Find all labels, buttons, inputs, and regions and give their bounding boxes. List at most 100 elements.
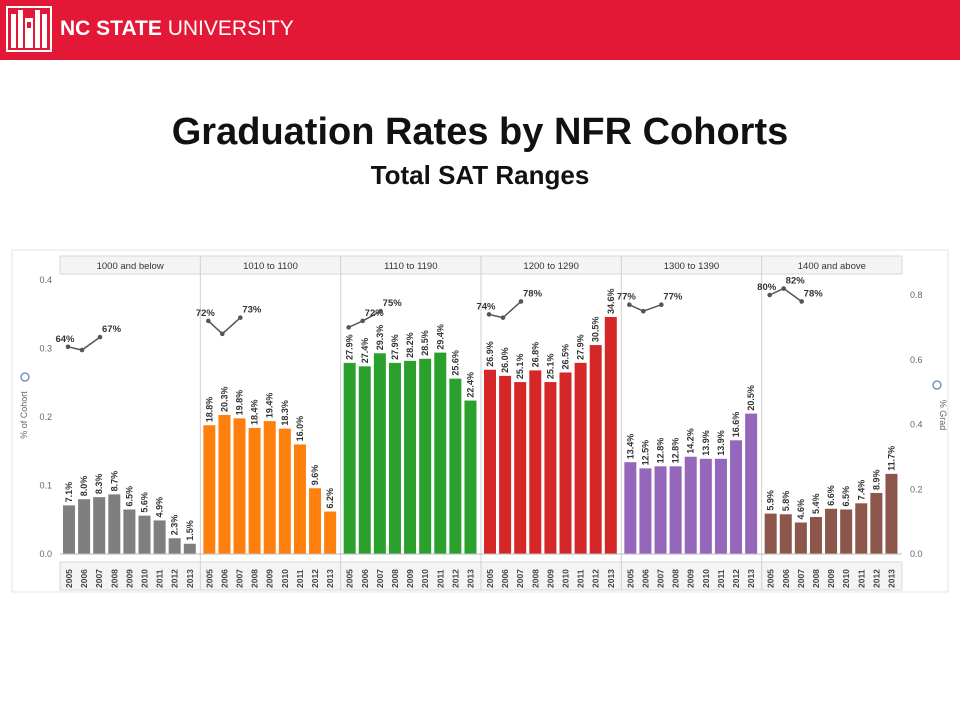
year-tick-label: 2010 <box>280 569 290 588</box>
year-tick-label: 2005 <box>625 569 635 588</box>
bar-value-label: 11.7% <box>886 446 896 471</box>
year-tick-label: 2013 <box>185 569 195 588</box>
bar-value-label: 8.7% <box>109 471 119 492</box>
bar-value-label: 2.3% <box>170 515 180 536</box>
right-axis-title: % Grad <box>938 400 948 431</box>
year-tick-label: 2011 <box>716 569 726 588</box>
year-tick-label: 2010 <box>841 569 851 588</box>
year-tick-label: 2005 <box>204 569 214 588</box>
brand-wordmark: NC STATE UNIVERSITY <box>60 16 294 42</box>
bar-value-label: 34.6% <box>606 288 616 314</box>
bar <box>108 494 121 554</box>
bar <box>699 458 712 554</box>
grad-rate-label: 80% <box>757 282 777 293</box>
right-axis-swap-icon <box>932 380 942 390</box>
bar <box>138 515 151 554</box>
bar <box>168 538 181 554</box>
bar-value-label: 28.5% <box>420 330 430 356</box>
year-tick-label: 2006 <box>500 569 510 588</box>
bar-value-label: 8.9% <box>871 470 881 491</box>
year-tick-label: 2007 <box>94 569 104 588</box>
bar-value-label: 8.3% <box>94 474 104 495</box>
bar-value-label: 13.4% <box>625 434 635 460</box>
grad-rate-label: 82% <box>786 276 806 287</box>
grad-rate-point <box>799 299 804 304</box>
bar <box>604 316 617 554</box>
right-axis-tick-label: 0.4 <box>910 420 923 430</box>
bar-value-label: 12.8% <box>671 438 681 464</box>
year-tick-label: 2011 <box>576 569 586 588</box>
bar <box>764 513 777 554</box>
bar <box>153 520 166 554</box>
grad-rate-point <box>238 315 243 320</box>
year-tick-label: 2006 <box>360 569 370 588</box>
bar-value-label: 12.5% <box>640 440 650 466</box>
left-axis-tick-label: 0.0 <box>39 549 52 559</box>
bar-value-label: 13.9% <box>701 430 711 456</box>
grad-rate-point <box>206 318 211 324</box>
bar-value-label: 9.6% <box>310 465 320 486</box>
grad-rate-label: 72% <box>365 308 385 319</box>
bar <box>278 428 291 554</box>
bar <box>624 462 637 554</box>
bar <box>544 382 557 554</box>
year-tick-label: 2006 <box>781 569 791 588</box>
bar <box>779 514 792 554</box>
bar <box>449 378 462 554</box>
bar <box>730 440 743 554</box>
bar <box>263 421 276 554</box>
grad-rate-point <box>360 318 365 324</box>
bar-value-label: 14.2% <box>686 428 696 454</box>
left-axis-tick-label: 0.4 <box>39 275 52 285</box>
grad-rate-point <box>97 334 103 340</box>
grad-rate-point <box>500 315 506 320</box>
grad-rate-label: 64% <box>55 334 75 345</box>
bar <box>93 497 106 554</box>
panel-header-label: 1400 and above <box>798 261 866 272</box>
year-tick-label: 2005 <box>485 569 495 588</box>
year-tick-label: 2007 <box>235 569 245 588</box>
bar-value-label: 18.3% <box>280 400 290 426</box>
bar-value-label: 26.8% <box>530 342 540 368</box>
year-tick-label: 2012 <box>871 569 881 588</box>
bar <box>233 418 246 554</box>
bar-value-label: 20.5% <box>746 385 756 411</box>
year-tick-label: 2012 <box>591 569 601 588</box>
year-tick-label: 2009 <box>686 569 696 588</box>
bar <box>794 522 807 554</box>
bar-value-label: 28.2% <box>405 332 415 358</box>
year-tick-label: 2009 <box>545 569 555 588</box>
grad-rate-label: 74% <box>476 301 496 312</box>
bar <box>358 366 371 554</box>
panel-header-label: 1110 to 1190 <box>384 261 437 272</box>
bar-value-label: 25.1% <box>515 354 525 380</box>
bar <box>745 413 758 554</box>
bar <box>388 362 401 554</box>
bar-value-label: 16.6% <box>731 412 741 438</box>
bar <box>324 511 337 554</box>
nc-state-logo-icon <box>6 6 52 52</box>
year-tick-label: 2007 <box>375 569 385 588</box>
bar <box>419 358 432 554</box>
year-tick-label: 2013 <box>746 569 756 588</box>
grad-rate-label: 77% <box>663 292 683 303</box>
bar-value-label: 27.9% <box>390 334 400 360</box>
bar <box>218 414 231 554</box>
brand-rest: UNIVERSITY <box>161 17 294 40</box>
bar-value-label: 18.8% <box>204 397 214 423</box>
bar <box>855 503 868 554</box>
header-banner: NC STATE UNIVERSITY <box>0 0 960 60</box>
bar <box>840 509 853 554</box>
grad-rate-point <box>220 331 225 337</box>
left-axis-title: % of Cohort <box>19 391 29 439</box>
grad-rate-label: 73% <box>242 305 262 316</box>
year-tick-label: 2012 <box>450 569 460 588</box>
bar <box>373 353 386 554</box>
year-tick-label: 2008 <box>811 569 821 588</box>
bar-value-label: 29.3% <box>375 325 385 351</box>
bar-value-label: 13.9% <box>716 430 726 456</box>
bar-value-label: 29.4% <box>435 324 445 350</box>
bar-value-label: 5.4% <box>811 493 821 514</box>
bar-value-label: 6.5% <box>841 486 851 507</box>
grad-rate-point <box>518 299 524 304</box>
